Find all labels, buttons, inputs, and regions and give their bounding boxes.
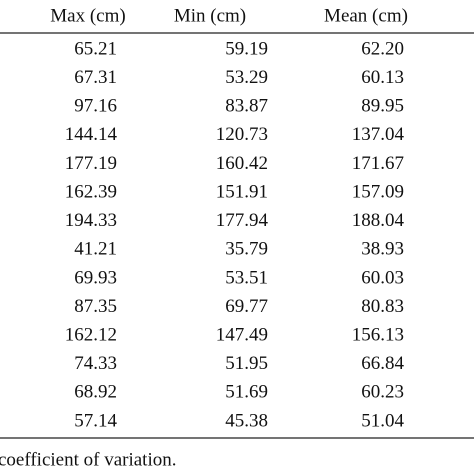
- column-header: Mean (cm): [324, 5, 408, 26]
- table-cell: 144.14: [65, 124, 118, 145]
- table-cell: 151.91: [216, 181, 268, 202]
- table-cell: 59.19: [225, 38, 268, 59]
- footnote: coefficient of variation.: [0, 449, 177, 470]
- table-cell: 177.19: [65, 153, 117, 174]
- table-cell: 60.13: [361, 67, 404, 88]
- table-cell: 147.49: [216, 325, 268, 346]
- table-cell: 51.04: [361, 410, 404, 431]
- table-cell: 80.83: [361, 296, 404, 317]
- table-cell: 157.09: [352, 181, 404, 202]
- table-cell: 38.93: [361, 239, 404, 260]
- table-cell: 60.03: [361, 267, 404, 288]
- table-cell: 65.21: [74, 38, 117, 59]
- table-cell: 35.79: [225, 239, 268, 260]
- table-cell: 69.93: [74, 267, 117, 288]
- table-cell: 41.21: [74, 239, 117, 260]
- column-header: Min (cm): [174, 5, 246, 26]
- table-cell: 68.92: [74, 382, 117, 403]
- table-cell: 89.95: [361, 96, 404, 117]
- table-cell: 45.38: [225, 410, 268, 431]
- table-cell: 62.20: [361, 38, 404, 59]
- table-cell: 57.14: [74, 410, 117, 431]
- table-cell: 83.87: [225, 96, 268, 117]
- table-cell: 162.12: [65, 325, 117, 346]
- column-header: Max (cm): [50, 5, 125, 26]
- table-cell: 67.31: [74, 67, 117, 88]
- table-cell: 53.51: [225, 267, 268, 288]
- table-cell: 51.69: [225, 382, 268, 403]
- table-cell: 97.16: [74, 96, 117, 117]
- table-cell: 188.04: [352, 210, 405, 231]
- table-cell: 171.67: [352, 153, 404, 174]
- table-cell: 120.73: [216, 124, 268, 145]
- table-cell: 87.35: [74, 296, 117, 317]
- table-cell: 194.33: [65, 210, 117, 231]
- table-cell: 137.04: [352, 124, 405, 145]
- table-cell: 160.42: [216, 153, 268, 174]
- table-cell: 60.23: [361, 382, 404, 403]
- table-cell: 156.13: [352, 325, 404, 346]
- table-cell: 74.33: [74, 353, 117, 374]
- table-cell: 177.94: [216, 210, 269, 231]
- table-cell: 69.77: [225, 296, 268, 317]
- table-cell: 53.29: [225, 67, 268, 88]
- table-cell: 162.39: [65, 181, 117, 202]
- table-cell: 51.95: [225, 353, 268, 374]
- table-cell: 66.84: [361, 353, 404, 374]
